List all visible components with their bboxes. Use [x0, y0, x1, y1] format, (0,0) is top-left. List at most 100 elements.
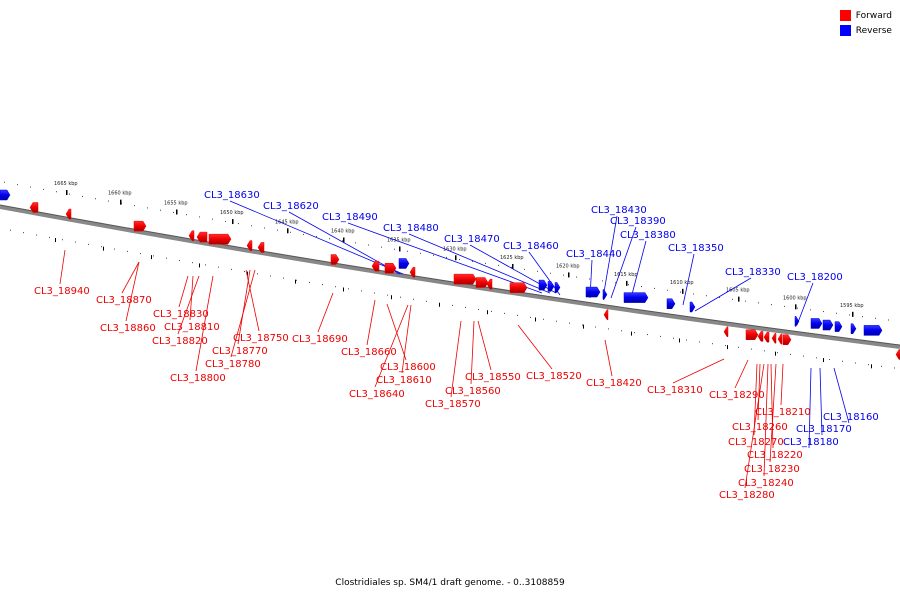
- gene-label-cl3_18560[interactable]: CL3_18560: [445, 386, 501, 397]
- gene-feature-forward[interactable]: [895, 349, 900, 360]
- scale-dot: [277, 229, 278, 231]
- scale-dot: [862, 316, 863, 318]
- gene-feature-forward[interactable]: [29, 202, 39, 213]
- gene-feature-forward[interactable]: [196, 231, 208, 243]
- gene-feature-reverse[interactable]: [794, 316, 800, 327]
- scale-dot: [10, 229, 11, 231]
- gene-label-cl3_18780[interactable]: CL3_18780: [205, 359, 261, 370]
- gene-label-cl3_18770[interactable]: CL3_18770: [212, 346, 268, 357]
- gene-feature-reverse[interactable]: [585, 286, 601, 298]
- gene-feature-forward[interactable]: [475, 277, 489, 288]
- gene-label-cl3_18240[interactable]: CL3_18240: [738, 478, 794, 489]
- gene-labels[interactable]: CL3_18940 CL3_18870 CL3_18860 CL3_18830 CL3_…: [34, 190, 879, 501]
- gene-label-cl3_18490[interactable]: CL3_18490: [322, 212, 378, 223]
- gene-label-cl3_18170[interactable]: CL3_18170: [796, 424, 852, 435]
- gene-feature-reverse[interactable]: [547, 281, 555, 292]
- leader-line: [629, 240, 647, 303]
- gene-feature-forward[interactable]: [782, 334, 792, 345]
- scale-major-tick: [176, 209, 178, 215]
- gene-label-cl3_18160[interactable]: CL3_18160: [823, 412, 879, 423]
- gene-label-cl3_18940[interactable]: CL3_18940: [34, 286, 90, 297]
- gene-label-cl3_18750[interactable]: CL3_18750: [233, 333, 289, 344]
- gene-label-cl3_18200[interactable]: CL3_18200: [787, 272, 843, 283]
- gene-feature-forward[interactable]: [246, 240, 253, 251]
- gene-label-cl3_18810[interactable]: CL3_18810: [164, 322, 220, 333]
- gene-feature-reverse[interactable]: [623, 292, 649, 303]
- gene-feature-forward[interactable]: [133, 220, 147, 232]
- gene-feature-reverse[interactable]: [0, 189, 11, 201]
- gene-label-cl3_18420[interactable]: CL3_18420: [586, 378, 642, 389]
- gene-label-cl3_18350[interactable]: CL3_18350: [668, 243, 724, 254]
- scale-dot: [699, 341, 700, 343]
- gene-label-cl3_18520[interactable]: CL3_18520: [526, 371, 582, 382]
- gene-label-cl3_18260[interactable]: CL3_18260: [732, 422, 788, 433]
- gene-label-cl3_18870[interactable]: CL3_18870: [96, 295, 152, 306]
- gene-label-cl3_18270[interactable]: CL3_18270: [728, 437, 784, 448]
- gene-feature-forward[interactable]: [777, 333, 783, 345]
- scale-dot: [790, 353, 791, 355]
- gene-label-cl3_18630[interactable]: CL3_18630: [204, 190, 260, 201]
- gene-label-cl3_18290[interactable]: CL3_18290: [709, 390, 765, 401]
- gene-label-cl3_18800[interactable]: CL3_18800: [170, 373, 226, 384]
- gene-feature-forward[interactable]: [257, 242, 265, 253]
- gene-feature-forward[interactable]: [371, 260, 380, 272]
- gene-feature-reverse[interactable]: [834, 321, 843, 332]
- legend-item-forward: Forward: [839, 8, 892, 23]
- gene-label-cl3_18690[interactable]: CL3_18690: [292, 334, 348, 345]
- scale-dot: [257, 273, 258, 275]
- leader-line: [796, 282, 814, 326]
- gene-label-cl3_18640[interactable]: CL3_18640: [349, 389, 405, 400]
- gene-feature-forward[interactable]: [453, 273, 477, 285]
- gene-feature-reverse[interactable]: [822, 319, 834, 331]
- gene-label-cl3_18600[interactable]: CL3_18600: [380, 362, 436, 373]
- gene-label-cl3_18210[interactable]: CL3_18210: [755, 407, 811, 418]
- gene-label-cl3_18480[interactable]: CL3_18480: [383, 223, 439, 234]
- gene-feature-reverse[interactable]: [810, 318, 823, 329]
- gene-feature-forward[interactable]: [723, 326, 729, 337]
- gene-feature-reverse[interactable]: [602, 289, 608, 300]
- gene-feature-forward[interactable]: [757, 331, 764, 342]
- gene-label-cl3_18460[interactable]: CL3_18460: [503, 241, 559, 252]
- gene-feature-reverse[interactable]: [689, 301, 696, 313]
- leader-line: [477, 320, 492, 371]
- gene-label-cl3_18470[interactable]: CL3_18470: [444, 234, 500, 245]
- gene-feature-forward[interactable]: [509, 282, 528, 293]
- gene-label-cl3_18550[interactable]: CL3_18550: [465, 372, 521, 383]
- gene-feature-forward[interactable]: [763, 331, 770, 343]
- gene-label-cl3_18860[interactable]: CL3_18860: [100, 323, 156, 334]
- gene-label-cl3_18380[interactable]: CL3_18380: [620, 230, 676, 241]
- gene-label-cl3_18830[interactable]: CL3_18830: [153, 309, 209, 320]
- gene-label-cl3_18620[interactable]: CL3_18620: [263, 201, 319, 212]
- gene-feature-forward[interactable]: [771, 333, 777, 344]
- gene-feature-reverse[interactable]: [850, 323, 857, 334]
- gene-label-cl3_18310[interactable]: CL3_18310: [647, 385, 703, 396]
- legend-label-reverse: Reverse: [855, 25, 892, 36]
- gene-feature-forward[interactable]: [745, 329, 759, 340]
- scale-label: 1645 kbp: [275, 219, 299, 225]
- gene-label-cl3_18220[interactable]: CL3_18220: [747, 450, 803, 461]
- gene-label-cl3_18440[interactable]: CL3_18440: [566, 249, 622, 260]
- gene-feature-reverse[interactable]: [863, 325, 883, 336]
- gene-feature-forward[interactable]: [330, 254, 340, 265]
- gene-label-cl3_18180[interactable]: CL3_18180: [783, 437, 839, 448]
- gene-feature-forward[interactable]: [65, 208, 72, 220]
- gene-feature-forward[interactable]: [409, 266, 416, 278]
- gene-feature-forward[interactable]: [384, 263, 397, 274]
- gene-label-cl3_18610[interactable]: CL3_18610: [376, 375, 432, 386]
- gene-feature-reverse[interactable]: [398, 258, 410, 269]
- gene-label-cl3_18820[interactable]: CL3_18820: [152, 336, 208, 347]
- gene-feature-forward[interactable]: [486, 278, 493, 290]
- gene-label-cl3_18430[interactable]: CL3_18430: [591, 205, 647, 216]
- gene-label-cl3_18570[interactable]: CL3_18570: [425, 399, 481, 410]
- gene-label-cl3_18660[interactable]: CL3_18660: [341, 347, 397, 358]
- gene-label-cl3_18330[interactable]: CL3_18330: [725, 267, 781, 278]
- gene-label-cl3_18390[interactable]: CL3_18390: [610, 216, 666, 227]
- gene-feature-reverse[interactable]: [538, 279, 548, 291]
- gene-feature-reverse[interactable]: [554, 282, 561, 293]
- gene-feature-forward[interactable]: [208, 233, 232, 245]
- gene-label-cl3_18230[interactable]: CL3_18230: [744, 464, 800, 475]
- gene-feature-forward[interactable]: [188, 230, 195, 241]
- gene-label-cl3_18280[interactable]: CL3_18280: [719, 490, 775, 501]
- gene-feature-forward[interactable]: [603, 309, 609, 320]
- gene-feature-reverse[interactable]: [666, 298, 676, 309]
